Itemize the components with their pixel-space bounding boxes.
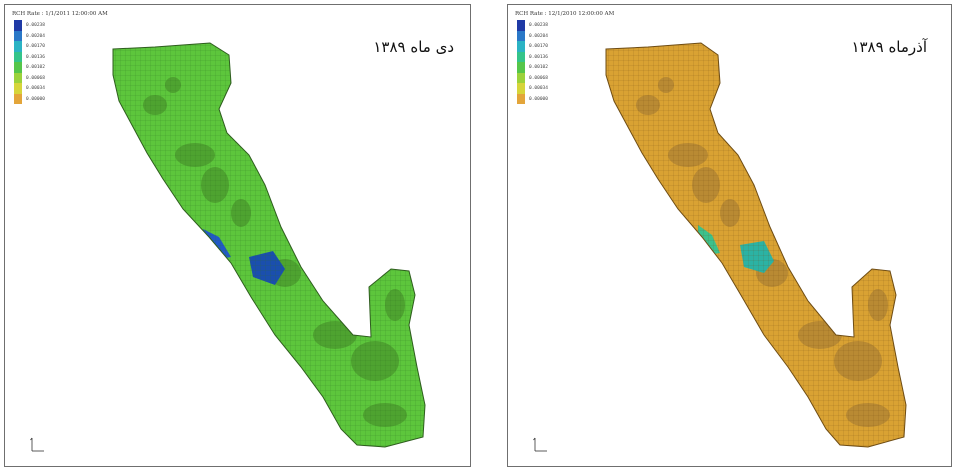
legend-label: 0.00136 [529,54,548,60]
legend-label: 0.00170 [529,44,548,49]
aquifer-map [112,42,426,448]
legend-swatch [14,72,22,83]
legend-label: 0.00170 [26,44,45,49]
legend-swatch [14,41,22,52]
legend-label: 0.00102 [26,65,45,70]
legend-swatch [517,93,525,104]
axis-orientation-icon [30,437,44,452]
legend-swatch [517,62,525,73]
legend-swatch [517,41,525,52]
legend-swatch [14,93,22,104]
legend-label: 0.00068 [26,75,45,81]
map-panel-azar: RCH Rate : 12/1/2010 12:00:00 AM 0.00238… [507,4,952,467]
legend-label: 0.00204 [26,33,45,39]
legend-swatch [517,83,525,94]
legend-label: 0.00000 [529,96,548,102]
legend-label: 0.00102 [529,65,548,70]
legend-swatch [14,30,22,41]
legend-swatch [14,20,22,31]
legend-label: 0.00136 [26,54,45,60]
legend-label: 0.00034 [26,86,45,91]
rch-rate-title: RCH Rate : 1/1/2011 12:00:00 AM [12,11,108,17]
legend-swatch [517,20,525,31]
legend-label: 0.00204 [529,33,548,39]
legend-label: 0.00034 [529,86,548,91]
legend-label: 0.00238 [26,23,45,28]
legend-swatch [14,51,22,62]
legend-swatch [517,72,525,83]
date-label: دی ماه ۱۳۸۹ [373,38,454,56]
legend-swatch [14,62,22,73]
legend-label: 0.00068 [529,75,548,81]
legend-label: 0.00238 [529,23,548,28]
legend-swatch [14,83,22,94]
date-label: آذرماه ۱۳۸۹ [851,38,927,56]
axis-orientation-icon [533,437,547,452]
legend-swatch [517,30,525,41]
legend-label: 0.00000 [26,96,45,102]
rch-rate-title: RCH Rate : 12/1/2010 12:00:00 AM [515,11,615,17]
aquifer-map [605,42,907,448]
legend-swatch [517,51,525,62]
map-panel-dey: RCH Rate : 1/1/2011 12:00:00 AM 0.00238 … [4,4,471,467]
